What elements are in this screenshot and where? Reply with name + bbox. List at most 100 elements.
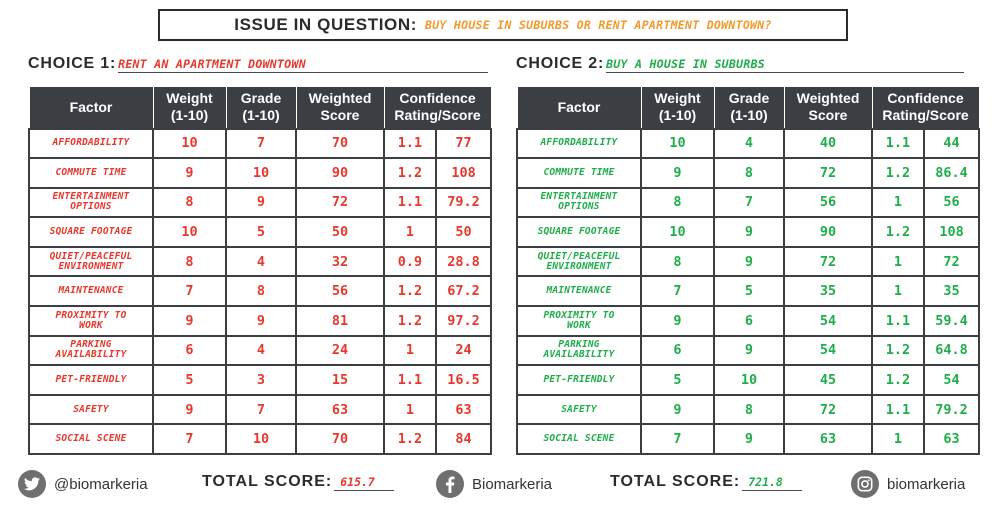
- factor-cell: ENTERTAINMENT OPTIONS: [28, 186, 154, 219]
- weighted-score-header: Weighted Score: [783, 86, 873, 129]
- table-row: SOCIAL SCENE 7 9 63 1 63: [516, 423, 981, 456]
- table-row: PET-FRIENDLY 5 3 15 1.1 16.5: [28, 364, 493, 396]
- confidence-rating-cell: 1.1: [383, 364, 437, 396]
- confidence-score-cell: 67.2: [434, 275, 493, 308]
- factor-label: ENVIRONMENT: [58, 260, 124, 272]
- confidence-score-cell: 72: [922, 245, 981, 278]
- confidence-score-cell: 86.4: [922, 157, 981, 189]
- facebook-handle: Biomarkeria: [472, 475, 553, 493]
- confidence-rating-cell: 1: [383, 334, 437, 367]
- choice-1-heading: CHOICE 1: RENT AN APARTMENT DOWNTOWN: [28, 54, 489, 73]
- choice-1-total-line: 615.7: [334, 471, 395, 491]
- table-row: SOCIAL SCENE 7 10 70 1.2 84: [28, 423, 493, 456]
- grade-cell: 5: [225, 216, 297, 248]
- weighted-score-cell: 70: [295, 127, 385, 160]
- issue-label: ISSUE IN QUESTION:: [234, 15, 417, 34]
- factor-label: OPTIONS: [70, 201, 112, 213]
- factor-cell: PET-FRIENDLY: [28, 364, 154, 396]
- factor-label: SAFETY: [561, 403, 597, 415]
- choice-1-name-line: RENT AN APARTMENT DOWNTOWN: [118, 54, 489, 73]
- table-row: QUIET/PEACEFUL ENVIRONMENT 8 9 72 1 72: [516, 245, 981, 278]
- confidence-score-cell: 84: [434, 423, 493, 456]
- factor-cell: PARKING AVAILABILITY: [516, 334, 642, 367]
- weighted-score-cell: 90: [295, 157, 385, 189]
- table-header-row: Factor Weight (1-10) Grade (1-10) Weighted…: [28, 86, 492, 129]
- weighted-score-cell: 56: [295, 275, 385, 308]
- factor-label: AFFORDABILITY: [52, 137, 130, 149]
- grade-cell: 3: [225, 364, 297, 396]
- confidence-score-cell: 63: [922, 423, 981, 456]
- weight-cell: 7: [152, 275, 227, 308]
- weighted-score-cell: 81: [295, 305, 385, 337]
- table-row: PROXIMITY TO WORK 9 6 54 1.1 59.4: [516, 305, 981, 337]
- grade-header: Grade (1-10): [713, 86, 785, 129]
- factor-cell: QUIET/PEACEFUL ENVIRONMENT: [516, 245, 642, 278]
- confidence-rating-cell: 1: [383, 393, 437, 426]
- weighted-score-cell: 35: [783, 275, 873, 308]
- confidence-score-cell: 24: [434, 334, 493, 367]
- confidence-rating-cell: 1.2: [383, 275, 437, 308]
- factor-label: WORK: [79, 319, 103, 331]
- grade-cell: 4: [713, 127, 785, 160]
- factor-label: COMMUTE TIME: [543, 166, 615, 178]
- weight-cell: 10: [152, 127, 227, 160]
- instagram-link[interactable]: biomarkeria: [851, 470, 965, 498]
- grade-cell: 8: [713, 393, 785, 426]
- confidence-score-cell: 35: [922, 275, 981, 308]
- instagram-icon: [851, 470, 879, 498]
- weighted-score-cell: 90: [783, 216, 873, 248]
- confidence-score-cell: 97.2: [434, 305, 493, 337]
- factor-label: SOCIAL SCENE: [543, 433, 615, 445]
- choice-2-total: TOTAL SCORE: 721.8: [610, 471, 803, 491]
- confidence-score-cell: 79.2: [922, 393, 981, 426]
- grade-header: Grade (1-10): [225, 86, 297, 129]
- confidence-rating-cell: 1.2: [871, 157, 925, 189]
- grade-cell: 9: [713, 334, 785, 367]
- factor-label: PET-FRIENDLY: [543, 374, 615, 386]
- weight-cell: 5: [640, 364, 715, 396]
- twitter-handle: @biomarkeria: [54, 475, 148, 493]
- choice-2-total-value: 721.8: [748, 475, 783, 489]
- twitter-link[interactable]: @biomarkeria: [18, 470, 148, 498]
- choice-1-total-value: 615.7: [340, 475, 375, 489]
- table-row: MAINTENANCE 7 5 35 1 35: [516, 275, 981, 308]
- table-row: ENTERTAINMENT OPTIONS 8 9 72 1.1 79.2: [28, 186, 493, 219]
- grade-cell: 7: [225, 127, 297, 160]
- grade-cell: 9: [225, 186, 297, 219]
- confidence-rating-cell: 1.2: [871, 216, 925, 248]
- instagram-handle: biomarkeria: [887, 475, 966, 493]
- factor-label: SOCIAL SCENE: [55, 433, 127, 445]
- weighted-score-cell: 72: [783, 245, 873, 278]
- confidence-score-cell: 79.2: [434, 186, 493, 219]
- weight-cell: 9: [640, 393, 715, 426]
- confidence-score-cell: 64.8: [922, 334, 981, 367]
- twitter-bird-icon: [18, 470, 46, 498]
- weighted-score-cell: 63: [783, 423, 873, 456]
- factor-label: QUIET/PEACEFUL: [537, 250, 621, 262]
- factor-header: Factor: [516, 86, 642, 129]
- confidence-score-cell: 56: [922, 186, 981, 219]
- table-row: SQUARE FOOTAGE 10 9 90 1.2 108: [516, 216, 981, 248]
- table-row: PET-FRIENDLY 5 10 45 1.2 54: [516, 364, 981, 396]
- table-row: PROXIMITY TO WORK 9 9 81 1.2 97.2: [28, 305, 493, 337]
- factor-cell: AFFORDABILITY: [28, 127, 154, 160]
- factor-label: AVAILABILITY: [55, 349, 127, 361]
- factor-label: WORK: [567, 319, 591, 331]
- grade-cell: 7: [225, 393, 297, 426]
- factor-header: Factor: [28, 86, 154, 129]
- confidence-rating-cell: 1.1: [383, 186, 437, 219]
- confidence-rating-cell: 1.1: [871, 305, 925, 337]
- weight-cell: 8: [640, 245, 715, 278]
- weighted-score-cell: 70: [295, 423, 385, 456]
- choice-2-label: CHOICE 2:: [516, 55, 605, 72]
- factor-label: COMMUTE TIME: [55, 166, 127, 178]
- factor-cell: SAFETY: [516, 393, 642, 426]
- confidence-rating-cell: 1: [871, 245, 925, 278]
- weight-cell: 8: [152, 186, 227, 219]
- factor-label: PARKING: [70, 339, 112, 351]
- grade-cell: 9: [225, 305, 297, 337]
- facebook-link[interactable]: Biomarkeria: [436, 470, 552, 498]
- choice-1-table: Factor Weight (1-10) Grade (1-10) Weighted…: [28, 86, 493, 456]
- table-row: AFFORDABILITY 10 7 70 1.1 77: [28, 127, 493, 160]
- factor-cell: MAINTENANCE: [28, 275, 154, 308]
